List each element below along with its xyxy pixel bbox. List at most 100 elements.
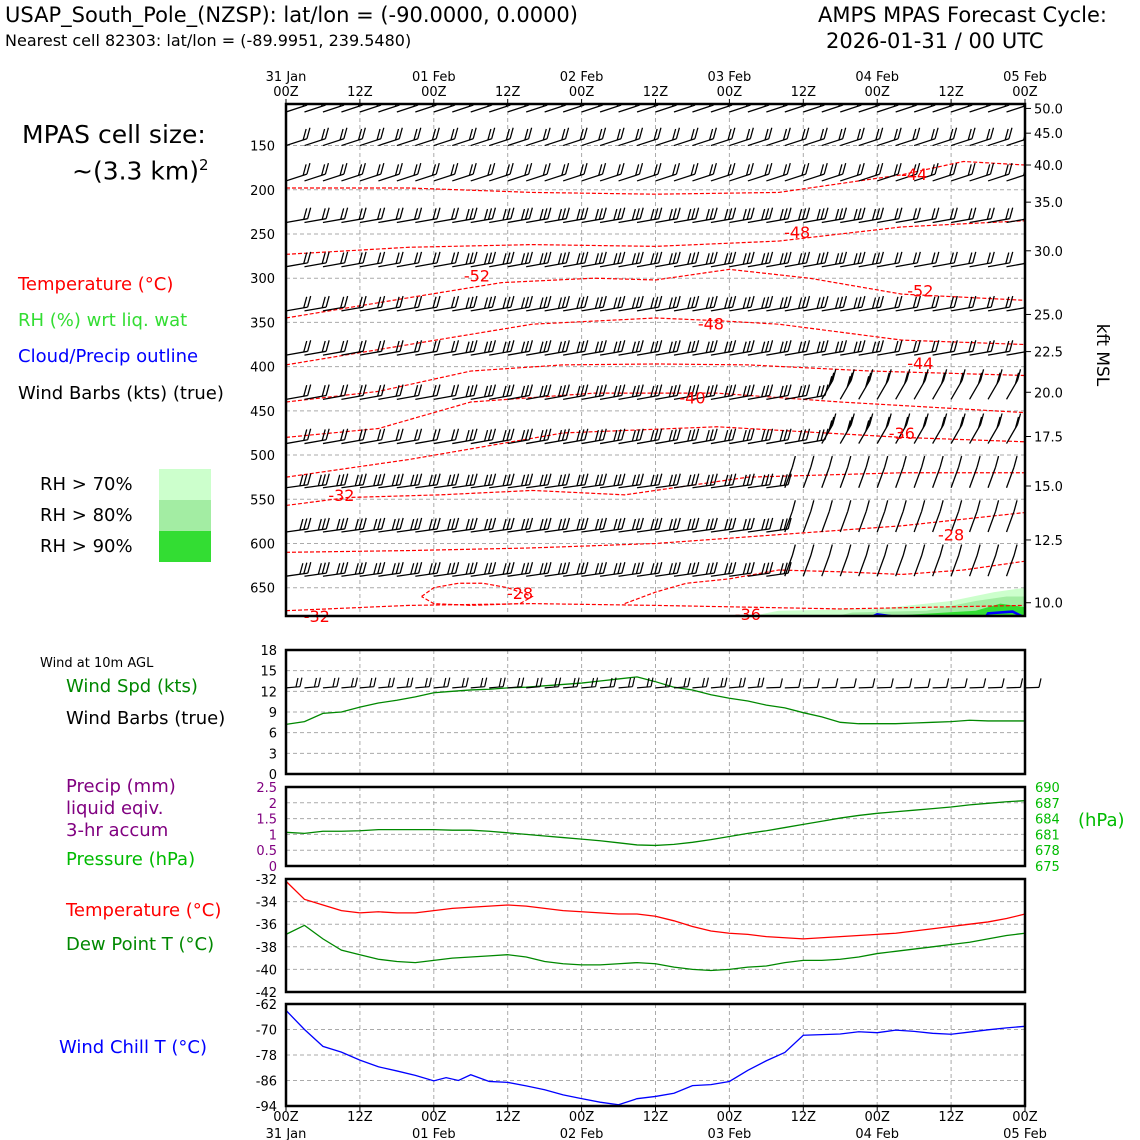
wind-barb [415, 340, 441, 356]
wind-barb [987, 413, 1003, 444]
wind-barb [544, 340, 570, 356]
temp-dewpoint-panel [284, 877, 1027, 994]
wind-barb [784, 340, 811, 356]
wind-barb [378, 207, 404, 224]
bottom-time-label: 12Z [938, 1110, 964, 1125]
surface-wind-barb [747, 677, 765, 689]
wind-barb [286, 340, 312, 356]
wind-barb [766, 162, 791, 182]
wind-barb [821, 207, 848, 224]
wind-barb [415, 561, 441, 577]
surface-wind-barb [766, 678, 783, 689]
surface-wind-barb [840, 678, 857, 689]
wind-barb [913, 127, 939, 147]
wind-barb [673, 127, 699, 147]
wind-barb [692, 340, 718, 356]
wind-barb [655, 428, 681, 445]
wind-barb [932, 455, 944, 489]
wind-barb [304, 340, 330, 356]
wind-barb [913, 544, 926, 577]
wind-barb [452, 517, 478, 533]
legend-precip-accum: 3-hr accum [66, 820, 169, 841]
wind-barb [673, 251, 700, 268]
wind-barb [304, 473, 330, 489]
wind-barb [895, 413, 911, 444]
top-time-label: 12Z [938, 85, 964, 100]
wind-barb [286, 473, 312, 489]
wind-barb [729, 428, 755, 445]
wind-barb [876, 127, 902, 147]
temperature-contour [286, 220, 1025, 255]
surface-wind-barb [470, 677, 488, 689]
wind-barb [858, 544, 870, 577]
wind-barb [692, 207, 718, 224]
wind-barb [858, 455, 870, 489]
wind-barb [452, 295, 478, 312]
wind-barb [544, 162, 570, 182]
wind-barb [378, 428, 404, 445]
top-time-label: 00Z [1012, 85, 1038, 100]
wind-barb [322, 251, 349, 268]
wind-barb [470, 473, 497, 489]
wind-barb [913, 455, 926, 489]
surface-wind-barb [636, 677, 654, 689]
wind-barb [470, 162, 496, 182]
wind-barb [415, 162, 440, 182]
surface-wind-barb [563, 677, 580, 689]
wind-barb [840, 295, 866, 312]
wind-barb [1005, 369, 1022, 400]
wind-barb [581, 207, 607, 224]
surface-wind-barb [895, 678, 913, 689]
surface-wind-barb [932, 678, 950, 689]
pressure-tick-label: 600 [250, 537, 275, 552]
wind-barb [710, 561, 737, 577]
temperature-contour [286, 603, 1025, 612]
wind-barb [359, 384, 386, 400]
wind-barb [470, 295, 497, 312]
wind-barb [858, 340, 885, 356]
wind-barb [932, 295, 958, 312]
wind-barb [914, 207, 940, 224]
wind-barb [618, 127, 644, 147]
wind-barb [378, 340, 404, 356]
temperature-contour-label: -48 [698, 314, 724, 333]
height-tick-label: 50.0 [1034, 102, 1063, 117]
precip-pressure-ytick-label: 0.5 [256, 844, 277, 859]
wind-barb [729, 251, 755, 268]
temperature-contour [624, 560, 1025, 605]
bottom-time-label: 00Z [864, 1110, 890, 1125]
wind-barb [784, 207, 811, 224]
bottom-date-label: 04 Feb [855, 1127, 899, 1140]
wind-barb [304, 295, 330, 312]
legend-dewpoint: Dew Point T (°C) [66, 934, 215, 955]
height-tick-label: 22.5 [1034, 346, 1063, 361]
wind-barb [526, 561, 552, 577]
wind-barb [710, 473, 737, 489]
wind-barb [784, 162, 810, 182]
temp-dewpoint-series-line [285, 880, 1026, 940]
temp-dewpoint-series-line [285, 924, 1026, 972]
surface-wind-barb [304, 677, 322, 689]
wind-barb [378, 295, 404, 312]
wind-barb [821, 162, 847, 182]
wind-barb [581, 340, 607, 356]
wind-barb [378, 251, 404, 268]
wind-barb [341, 340, 367, 356]
surface-wind-barb [951, 678, 968, 689]
wind-barb [914, 251, 940, 268]
wind-barb [396, 428, 423, 445]
wind-barb [950, 207, 977, 224]
legend-wind-chill: Wind Chill T (°C) [59, 1037, 207, 1058]
wind-barb [747, 251, 774, 268]
pressure-ytick-label: 684 [1035, 813, 1060, 828]
wind-barb [858, 162, 884, 182]
wind-barb [932, 207, 958, 224]
wind-barb [877, 295, 903, 312]
wind-barb [821, 340, 848, 356]
wind-barb [396, 517, 423, 533]
wind-barb [1005, 413, 1022, 444]
wind-barb [525, 162, 551, 182]
wind-barb [950, 251, 977, 268]
wind-barb [341, 207, 367, 224]
surface-wind-barb [858, 678, 876, 689]
